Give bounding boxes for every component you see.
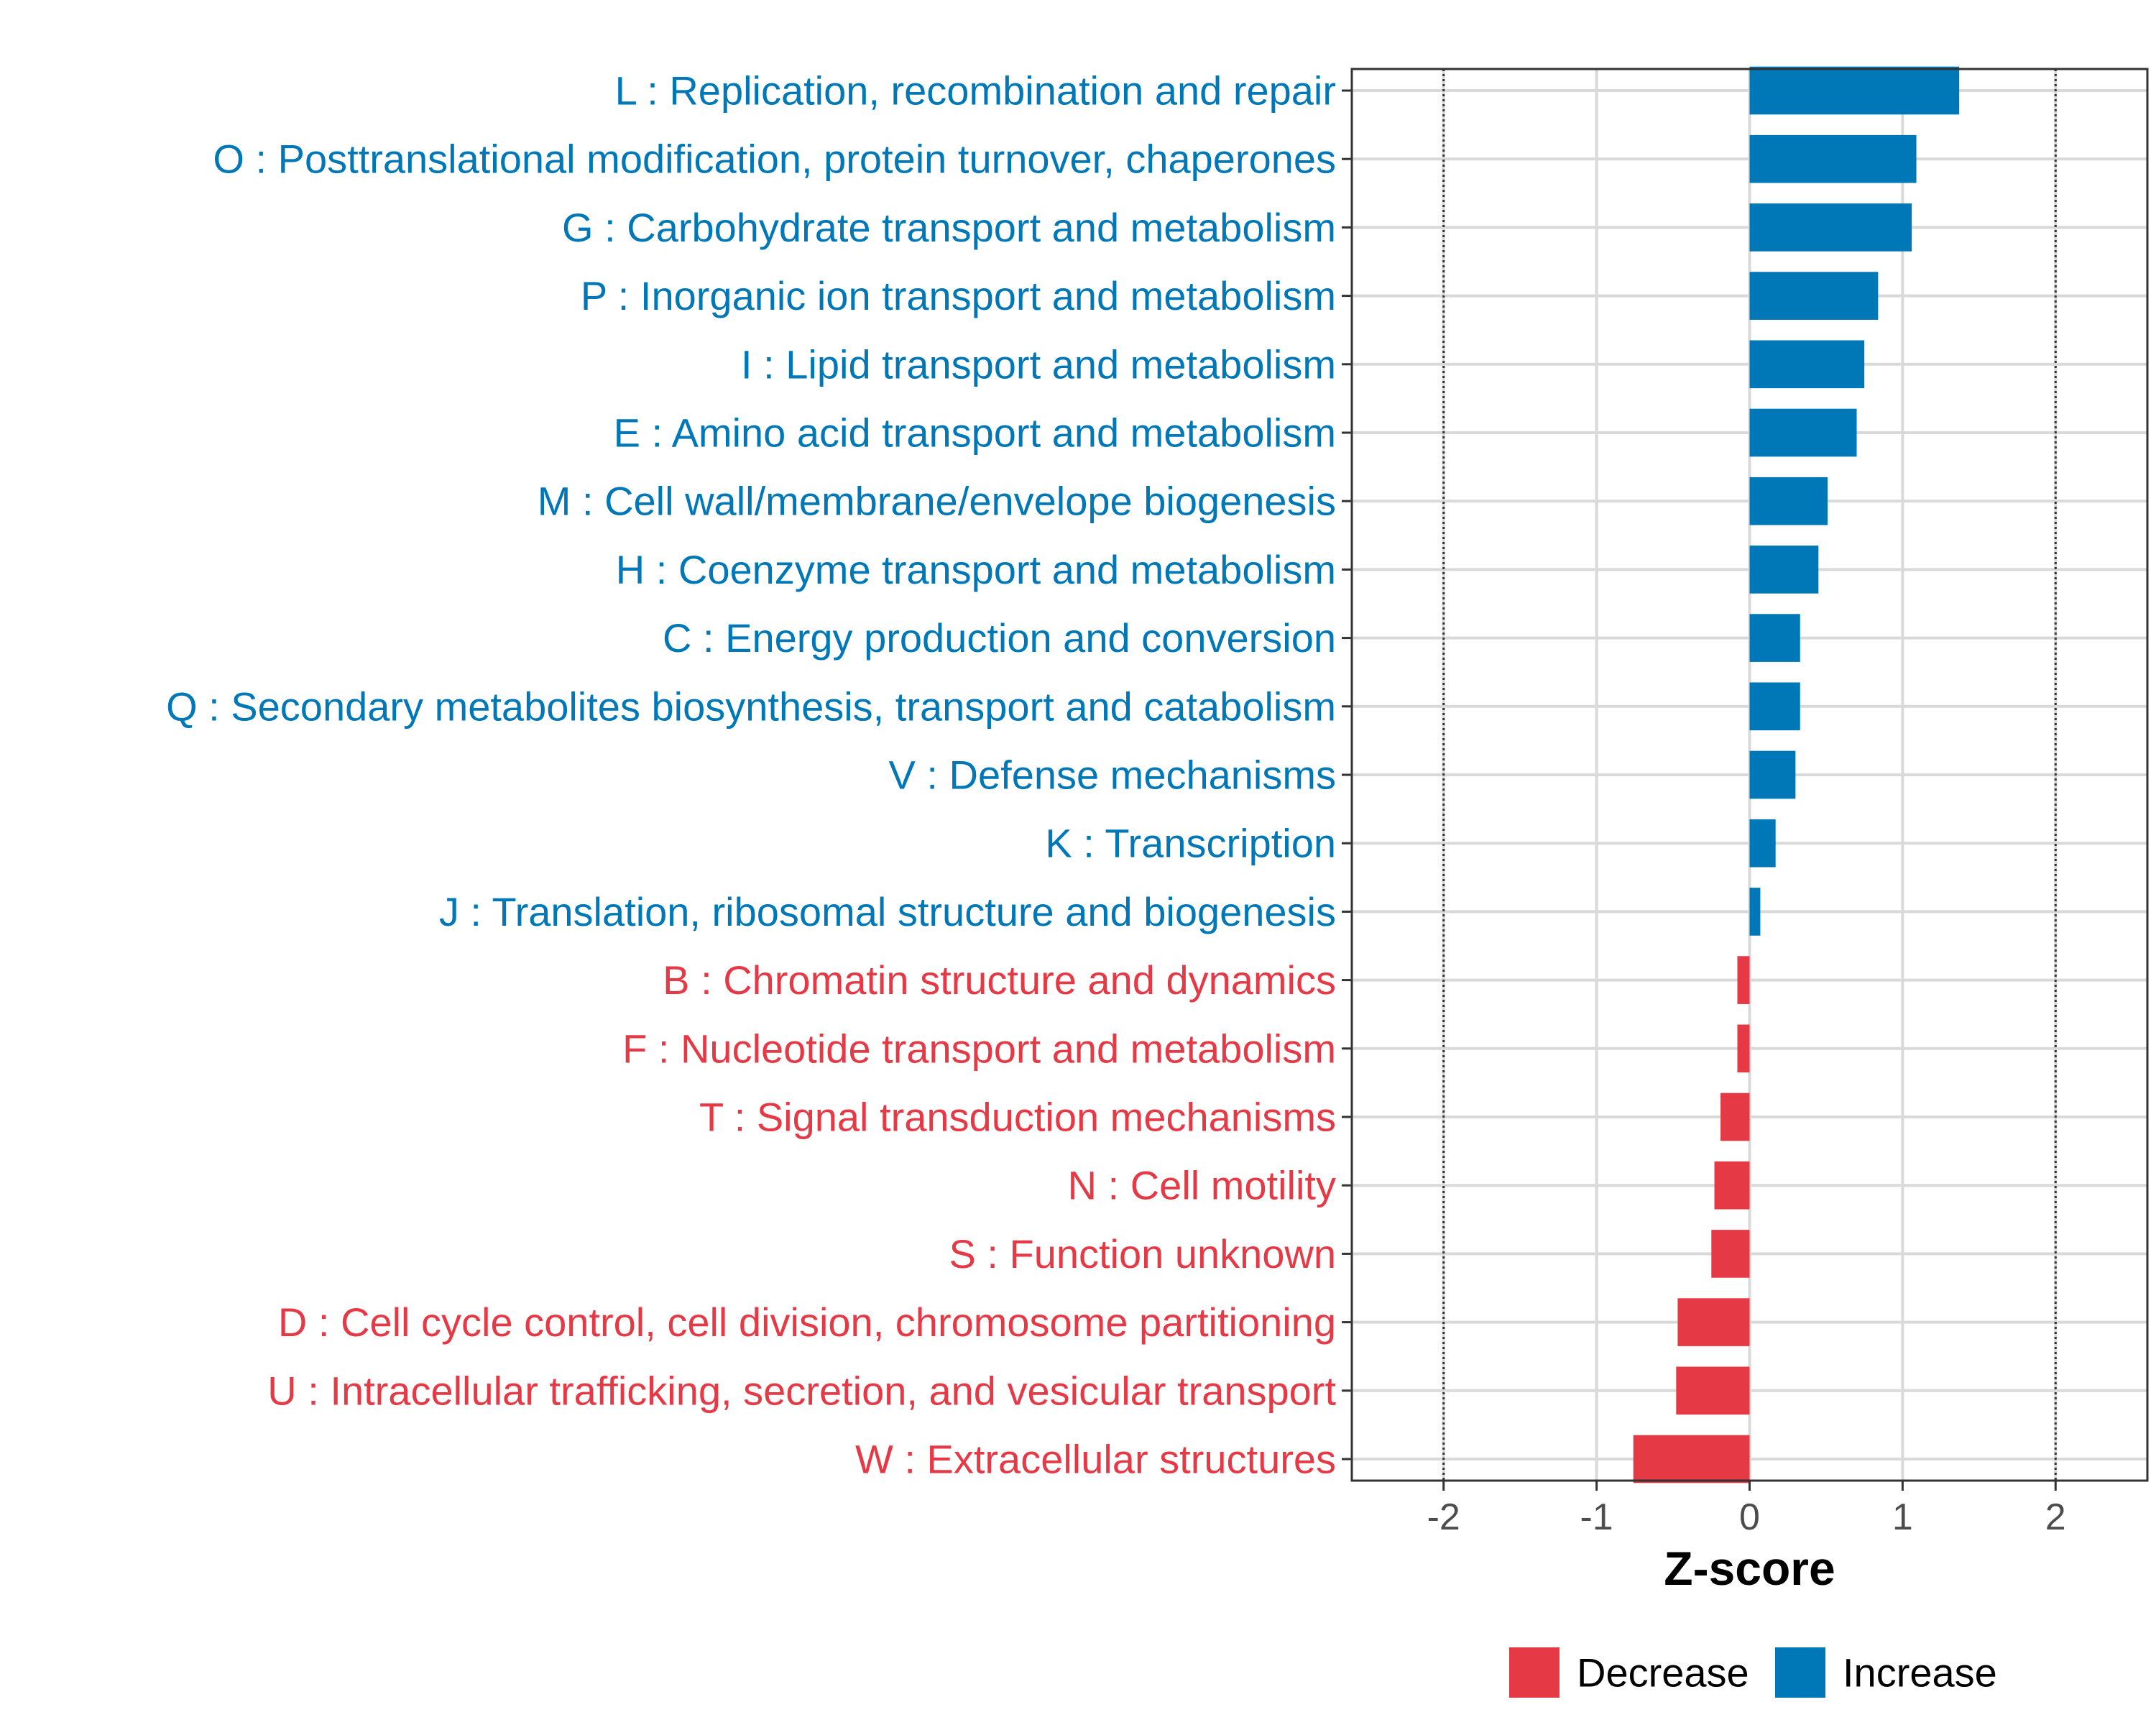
category-label: T : Signal transduction mechanisms [699, 1095, 1336, 1140]
category-label: M : Cell wall/membrane/envelope biogenes… [538, 479, 1336, 524]
bar-increase [1749, 408, 1857, 457]
bar-decrease [1677, 1298, 1750, 1346]
y-axis-ticks [1342, 89, 1352, 1460]
category-label: G : Carbohydrate transport and metabolis… [562, 205, 1336, 250]
legend: Decrease Increase [1509, 1647, 1997, 1698]
category-label: P : Inorganic ion transport and metaboli… [581, 273, 1336, 318]
category-label: J : Translation, ribosomal structure and… [439, 889, 1336, 934]
bar-decrease [1737, 956, 1750, 1004]
bar-increase [1749, 203, 1912, 252]
category-label: C : Energy production and conversion [663, 615, 1336, 661]
bar-decrease [1711, 1230, 1750, 1278]
category-label: O : Posttranslational modification, prot… [213, 137, 1336, 182]
y-axis-labels: L : Replication, recombination and repai… [166, 68, 1336, 1482]
category-label: B : Chromatin structure and dynamics [663, 957, 1336, 1003]
bar-increase [1749, 134, 1917, 183]
bar-increase [1749, 614, 1800, 662]
x-tick-label: 2 [2045, 1496, 2066, 1538]
bar-decrease [1737, 1024, 1750, 1073]
x-tick-label: -2 [1427, 1496, 1460, 1538]
category-label: V : Defense mechanisms [889, 753, 1336, 798]
x-tick-label: 0 [1739, 1496, 1760, 1538]
category-label: N : Cell motility [1068, 1163, 1336, 1208]
category-label: F : Nucleotide transport and metabolism [622, 1026, 1336, 1071]
bar-decrease [1720, 1092, 1750, 1141]
bar-increase [1749, 272, 1879, 320]
bar-increase [1749, 66, 1960, 115]
bar-increase [1749, 888, 1761, 936]
bar-decrease [1714, 1161, 1750, 1210]
bar-increase [1749, 819, 1776, 868]
x-tick-label: 1 [1892, 1496, 1913, 1538]
bars [1633, 66, 1960, 1484]
bar-increase [1749, 340, 1865, 389]
category-label: W : Extracellular structures [855, 1437, 1336, 1482]
legend-label-decrease: Decrease [1577, 1650, 1749, 1696]
bar-increase [1749, 682, 1800, 731]
category-label: I : Lipid transport and metabolism [741, 341, 1336, 387]
category-label: K : Transcription [1045, 821, 1336, 866]
x-axis-title: Z-score [1664, 1542, 1835, 1595]
bar-decrease [1676, 1366, 1750, 1415]
category-label: S : Function unknown [949, 1231, 1336, 1276]
x-tick-label: -1 [1580, 1496, 1613, 1538]
bar-decrease [1633, 1435, 1750, 1484]
legend-label-increase: Increase [1843, 1650, 1997, 1696]
bar-increase [1749, 477, 1828, 525]
x-axis-ticks [1442, 1481, 2057, 1491]
category-label: D : Cell cycle control, cell division, c… [278, 1300, 1336, 1345]
category-label: H : Coenzyme transport and metabolism [616, 547, 1336, 592]
legend-swatch-increase [1775, 1647, 1825, 1698]
legend-swatch-decrease [1509, 1647, 1560, 1698]
bar-increase [1749, 750, 1796, 799]
category-label: U : Intracellular trafficking, secretion… [267, 1368, 1336, 1413]
x-axis-labels: -2 -1 0 1 2 [1427, 1496, 2066, 1538]
category-label: L : Replication, recombination and repai… [615, 68, 1336, 114]
bar-increase [1749, 546, 1819, 594]
reference-lines [1442, 69, 2057, 1481]
category-label: E : Amino acid transport and metabolism [614, 410, 1336, 456]
category-label: Q : Secondary metabolites biosynthesis, … [166, 684, 1336, 729]
